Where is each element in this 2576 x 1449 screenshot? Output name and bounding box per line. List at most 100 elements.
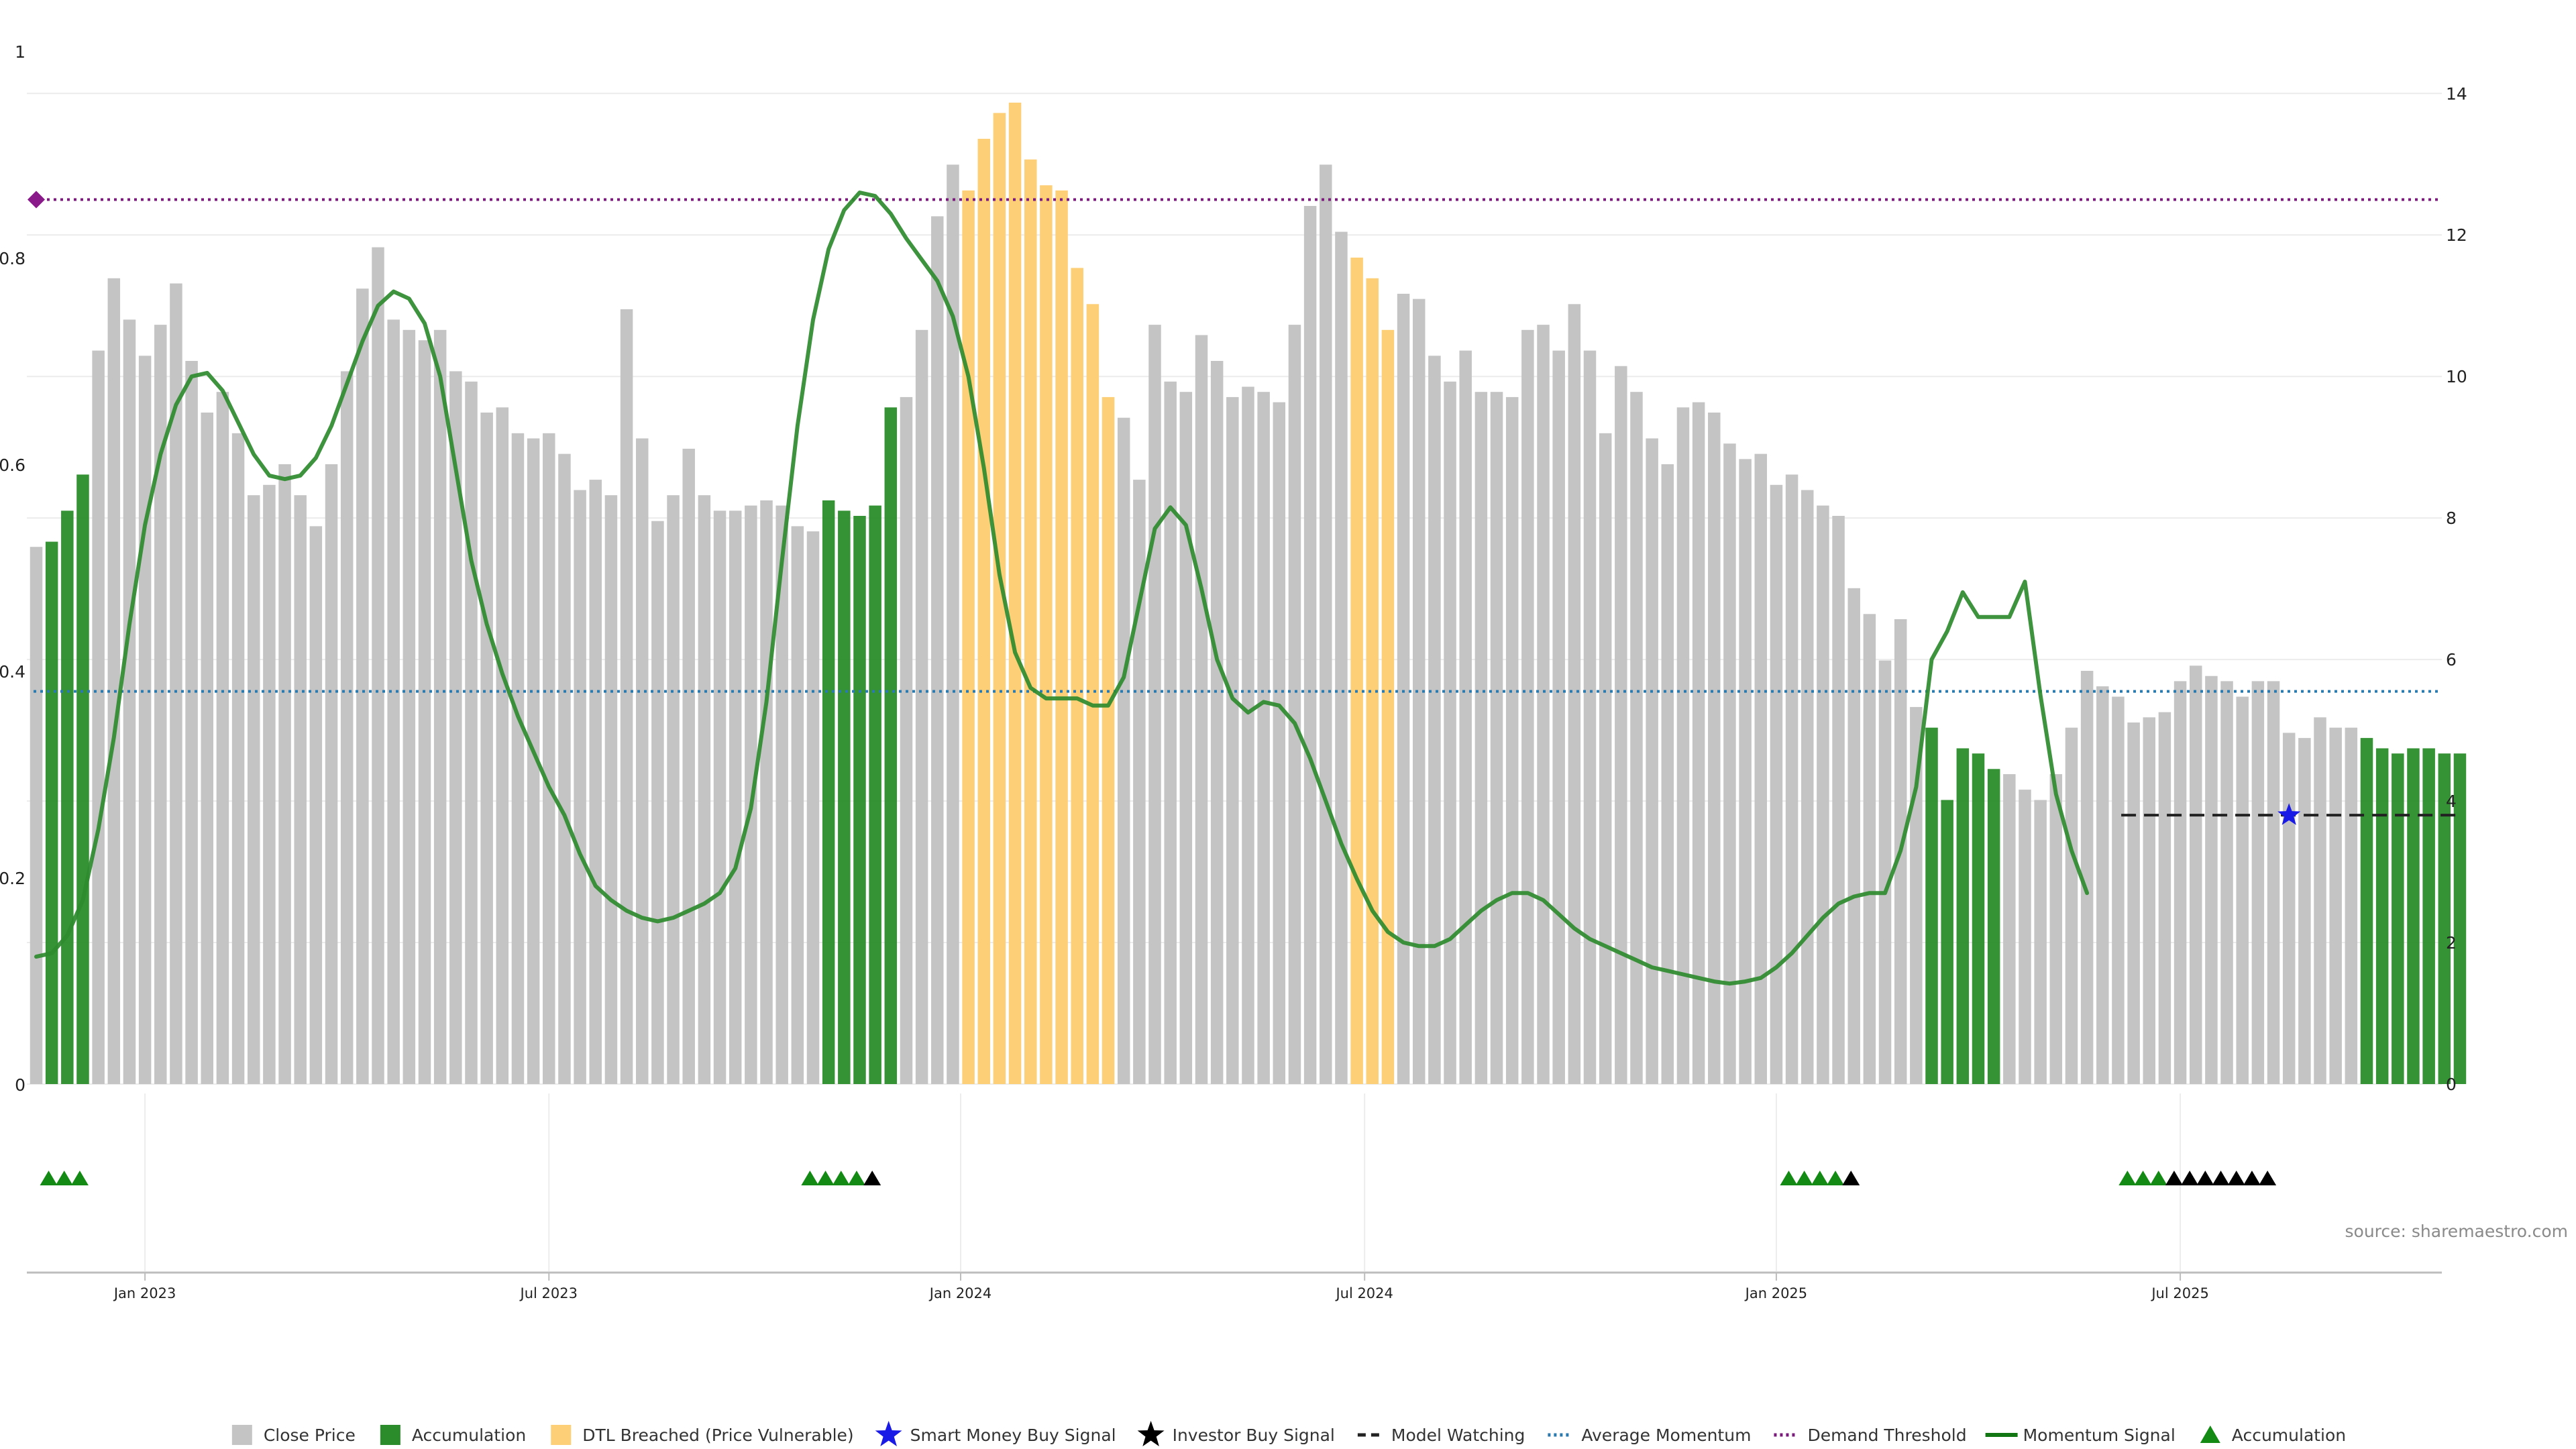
accumulation-marker <box>2149 1171 2167 1185</box>
legend-item: Accumulation <box>380 1425 526 1445</box>
demand-threshold-marker <box>28 191 45 209</box>
accumulation-marker <box>55 1171 73 1185</box>
close-price-bar <box>309 526 323 1084</box>
right-axis-tick-label: 6 <box>2446 650 2457 669</box>
close-price-bar <box>418 340 431 1085</box>
close-price-bar <box>1739 459 1752 1084</box>
accumulation-marker <box>1795 1171 1813 1185</box>
legend-item: Investor Buy Signal <box>1137 1421 1335 1446</box>
close-price-bar <box>1863 614 1876 1084</box>
close-price-bar <box>1133 480 1146 1084</box>
close-price-bar <box>1210 361 1224 1084</box>
legend-item: Model Watching <box>1357 1426 1525 1445</box>
close-price-bar <box>2282 733 2296 1084</box>
accumulation-bar <box>2422 748 2435 1084</box>
close-price-bar <box>1179 392 1193 1085</box>
close-price-bar <box>2003 774 2016 1084</box>
legend-item: Momentum Signal <box>1985 1426 2176 1445</box>
close-price-bar <box>30 547 43 1084</box>
legend-swatch <box>231 1425 252 1445</box>
accumulation-bar <box>2360 738 2373 1084</box>
legend-swatch <box>380 1425 400 1445</box>
close-price-bar <box>170 283 182 1084</box>
close-price-bar <box>325 464 338 1084</box>
accumulation-marker <box>847 1171 865 1185</box>
dtl-breached-bar <box>962 190 975 1084</box>
accumulation-marker <box>70 1171 89 1185</box>
legend-star-icon <box>1137 1421 1165 1446</box>
close-price-bar <box>1817 505 1829 1084</box>
close-price-bar <box>1832 516 1845 1084</box>
close-price-bar <box>1537 325 1550 1085</box>
close-price-bar <box>1723 443 1736 1084</box>
close-price-bar <box>2080 671 2094 1084</box>
price-bars <box>30 103 2467 1085</box>
accumulation-marker <box>1780 1171 1798 1185</box>
investor-buy-signal-marker <box>2212 1171 2230 1185</box>
close-price-bar <box>1599 433 1612 1084</box>
dtl-breached-bar <box>1071 268 1083 1084</box>
close-price-bar <box>1630 392 1643 1085</box>
x-axis-tick-label: Jul 2024 <box>1334 1285 1393 1301</box>
accumulation-bar <box>45 541 58 1084</box>
close-price-bar <box>231 433 245 1084</box>
close-price-bar <box>216 392 229 1085</box>
close-price-bar <box>1878 660 1892 1084</box>
x-axis-tick-label: Jul 2023 <box>519 1285 578 1301</box>
close-price-bar <box>1412 299 1426 1085</box>
legend-label: Investor Buy Signal <box>1173 1426 1335 1445</box>
dtl-breached-bar <box>977 138 991 1084</box>
close-price-bar <box>1646 438 1658 1084</box>
close-price-bar <box>1164 381 1177 1084</box>
accumulation-marker <box>40 1171 58 1185</box>
close-price-bar <box>2049 774 2063 1084</box>
close-price-bar <box>806 531 820 1084</box>
close-price-bar <box>2174 681 2187 1084</box>
close-price-bar <box>1397 293 1410 1084</box>
legend-item: Accumulation <box>2200 1426 2346 1445</box>
investor-buy-signal-marker <box>2259 1171 2277 1185</box>
dtl-breached-bar <box>993 113 1006 1084</box>
accumulation-bar <box>869 505 881 1084</box>
close-price-bar <box>1505 396 1519 1084</box>
accumulation-bar <box>76 474 89 1084</box>
close-price-bar <box>1428 356 1441 1084</box>
close-price-bar <box>1195 335 1208 1084</box>
close-price-bar <box>1521 329 1534 1084</box>
close-price-bar <box>2019 790 2031 1084</box>
close-price-bar <box>775 505 788 1084</box>
accumulation-marker <box>816 1171 835 1185</box>
close-price-bar <box>1273 402 1286 1084</box>
dtl-breached-bar <box>1366 278 1379 1084</box>
close-price-bar <box>1615 366 1627 1085</box>
legend-label: Demand Threshold <box>1807 1426 1966 1445</box>
right-axis-tick-label: 0 <box>2446 1075 2457 1094</box>
right-axis-tick-label: 2 <box>2446 933 2457 953</box>
left-axis-tick-label: 0 <box>15 1075 25 1095</box>
right-axis-tick-label: 8 <box>2446 508 2457 528</box>
close-price-bar <box>278 464 291 1084</box>
close-price-bar <box>574 490 586 1084</box>
close-price-bar <box>340 371 354 1084</box>
right-axis-tick-label: 4 <box>2446 792 2457 811</box>
close-price-bar <box>2158 712 2171 1084</box>
close-price-bar <box>915 329 928 1084</box>
close-price-bar <box>1257 392 1270 1085</box>
legend-label: Model Watching <box>1391 1426 1525 1445</box>
legend-label: Accumulation <box>412 1426 526 1445</box>
close-price-bar <box>2112 696 2125 1084</box>
x-axis-tick-label: Jan 2024 <box>928 1285 992 1301</box>
investor-buy-signal-marker <box>2243 1171 2261 1185</box>
close-price-bar <box>480 413 493 1084</box>
legend-label: Close Price <box>264 1426 356 1445</box>
dtl-breached-bar <box>1102 396 1115 1084</box>
close-price-bar <box>356 288 369 1085</box>
close-price-bar <box>1770 484 1783 1084</box>
close-price-bar <box>2251 681 2265 1084</box>
legend: Close Price Accumulation DTL Breached (Pri… <box>231 1421 2346 1446</box>
close-price-bar <box>107 278 121 1084</box>
close-price-bar <box>372 247 384 1085</box>
accumulation-bar <box>2438 753 2451 1084</box>
close-price-bar <box>698 495 711 1084</box>
